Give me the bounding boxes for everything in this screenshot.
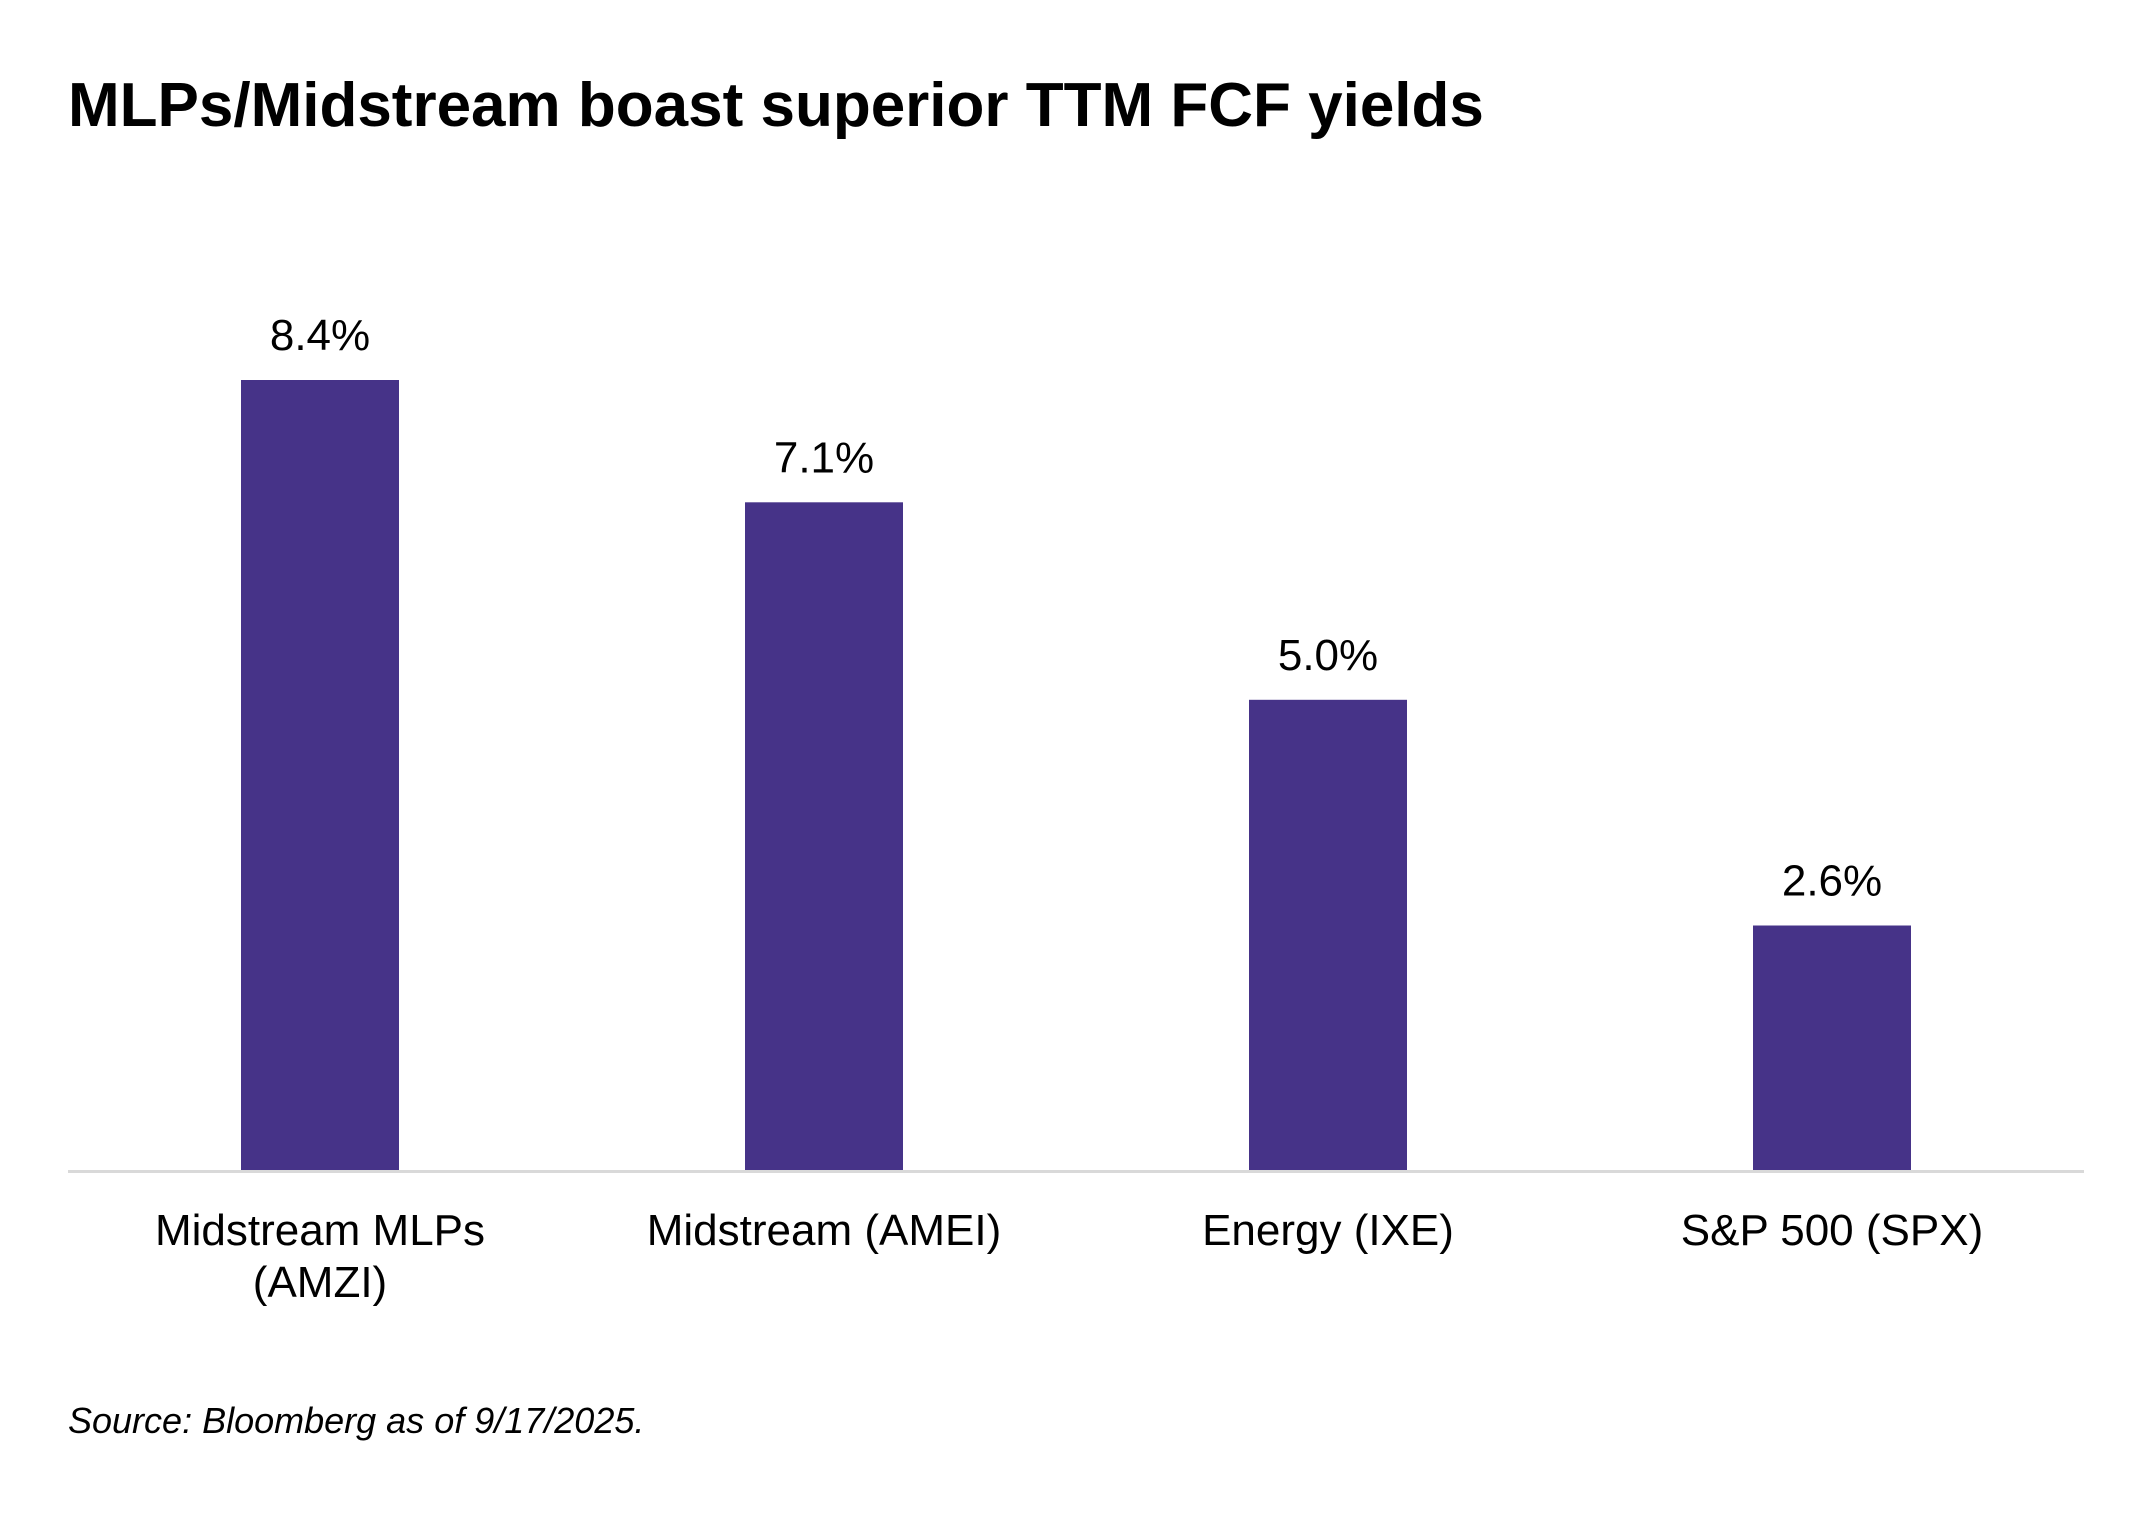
category-label-0: Midstream MLPs (AMZI) <box>155 1206 485 1307</box>
chart-title: MLPs/Midstream boast superior TTM FCF yi… <box>68 71 1484 140</box>
bar-2 <box>1249 699 1407 1170</box>
bar-1 <box>745 502 903 1170</box>
data-label-3: 2.6% <box>1782 857 1882 906</box>
bar-0 <box>241 380 399 1170</box>
data-label-0: 8.4% <box>270 311 370 360</box>
source-note: Source: Bloomberg as of 9/17/2025. <box>68 1400 645 1441</box>
category-label-1: Midstream (AMEI) <box>647 1206 1001 1255</box>
category-label-3: S&P 500 (SPX) <box>1681 1206 1983 1255</box>
data-label-1: 7.1% <box>774 433 874 482</box>
data-label-2: 5.0% <box>1278 631 1378 680</box>
category-label-2: Energy (IXE) <box>1202 1206 1454 1255</box>
bar-3 <box>1753 925 1911 1170</box>
